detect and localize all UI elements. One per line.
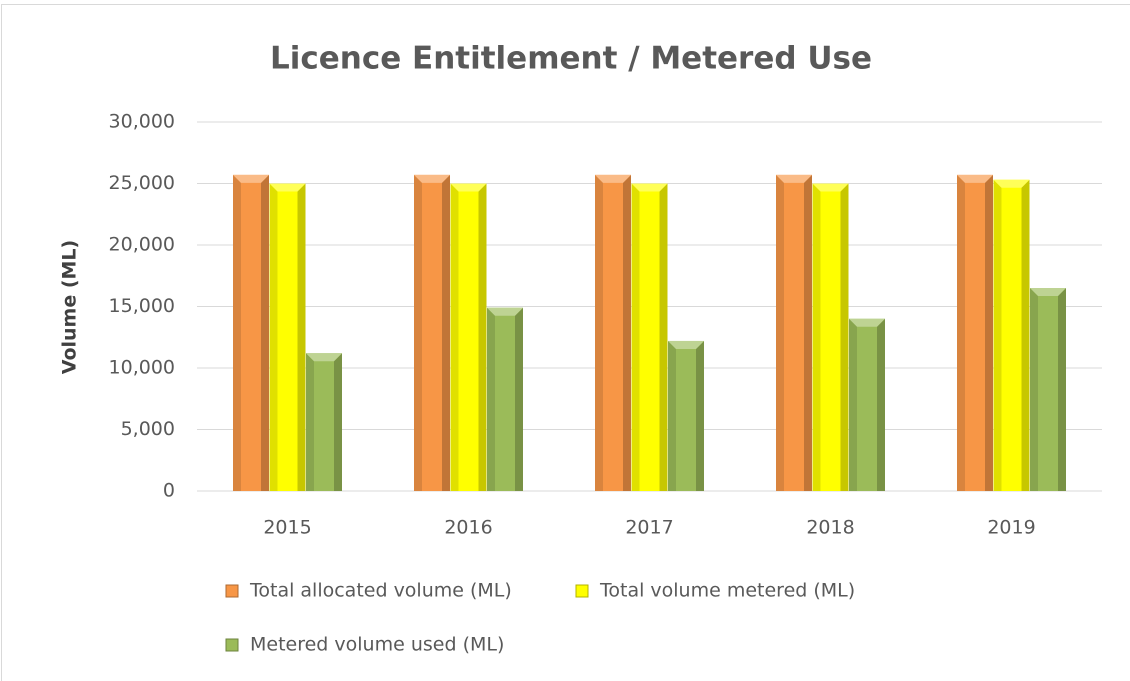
y-tick-label: 30,000 [109,111,175,133]
bar [812,183,849,491]
bar-bevel-top [631,183,668,192]
y-tick-label: 10,000 [109,357,175,379]
bar [1030,288,1066,491]
bar-bevel-right [515,307,523,491]
bar-bevel-right [1021,179,1030,491]
bar-bevel-top [450,183,487,192]
bar-bevel-left [668,340,676,491]
bar-bevel-right [334,353,342,491]
bar-bevel-left [631,183,640,491]
bar [849,318,885,491]
legend-marker [575,584,589,598]
bar-bevel-right [877,318,885,491]
y-tick-label: 20,000 [109,234,175,256]
bar [487,307,523,491]
bar-bevel-right [659,183,668,491]
bar [450,183,487,491]
bar-bevel-left [450,183,459,491]
bar-bevel-top [993,179,1030,188]
legend-label: Metered volume used (ML) [250,634,504,656]
bar-bevel-top [776,174,812,183]
bar [233,174,269,491]
bar [414,174,450,491]
y-axis-label: Volume (ML) [59,240,81,374]
bar [269,183,306,491]
bar-bevel-right [840,183,849,491]
bar-bevel-left [487,307,495,491]
bar-bevel-left [414,174,422,491]
y-tick-label: 15,000 [109,295,175,317]
bar-bevel-top [233,174,269,183]
bar-bevel-right [1058,288,1066,491]
bar-bevel-left [233,174,241,491]
bar-bevel-right [442,174,450,491]
bar [631,183,668,491]
bar [993,179,1030,491]
bar [668,340,704,491]
bar [306,353,342,491]
legend-marker [225,638,239,652]
bar-bevel-left [849,318,857,491]
bar-bevel-top [487,307,523,316]
legend-label: Total volume metered (ML) [599,580,855,602]
bar-bevel-top [595,174,631,183]
legend-marker [225,584,239,598]
x-tick-label: 2017 [625,517,673,539]
bar-bevel-left [595,174,603,491]
bar-bevel-left [993,179,1002,491]
x-tick-label: 2019 [987,517,1035,539]
bar-bevel-top [414,174,450,183]
bar-bevel-right [623,174,631,491]
bar [776,174,812,491]
bar-bevel-left [812,183,821,491]
chart-title: Licence Entitlement / Metered Use [270,41,872,77]
bar-bevel-top [269,183,306,192]
bar-bevel-top [306,353,342,362]
bar-bevel-right [696,340,704,491]
bar-bevel-left [957,174,965,491]
y-tick-label: 25,000 [109,172,175,194]
x-tick-label: 2015 [263,517,311,539]
bar-bevel-right [478,183,487,491]
bar-bevel-right [985,174,993,491]
bar-bevel-top [1030,288,1066,297]
bar-bevel-left [1030,288,1038,491]
bar-bevel-right [804,174,812,491]
legend-label: Total allocated volume (ML) [249,580,512,602]
bar-bevel-top [668,340,704,349]
bar-bevel-left [776,174,784,491]
bar-bevel-left [269,183,278,491]
y-tick-label: 5,000 [121,418,175,440]
bar-bevel-top [957,174,993,183]
bar [957,174,993,491]
chart-frame [1,4,1130,681]
bar-bevel-right [297,183,306,491]
bar [595,174,631,491]
x-tick-label: 2018 [806,517,854,539]
bar-bevel-right [261,174,269,491]
x-tick-label: 2016 [444,517,492,539]
bar-bevel-top [849,318,885,327]
bar-bevel-left [306,353,314,491]
y-tick-label: 0 [163,480,175,502]
bar-bevel-top [812,183,849,192]
